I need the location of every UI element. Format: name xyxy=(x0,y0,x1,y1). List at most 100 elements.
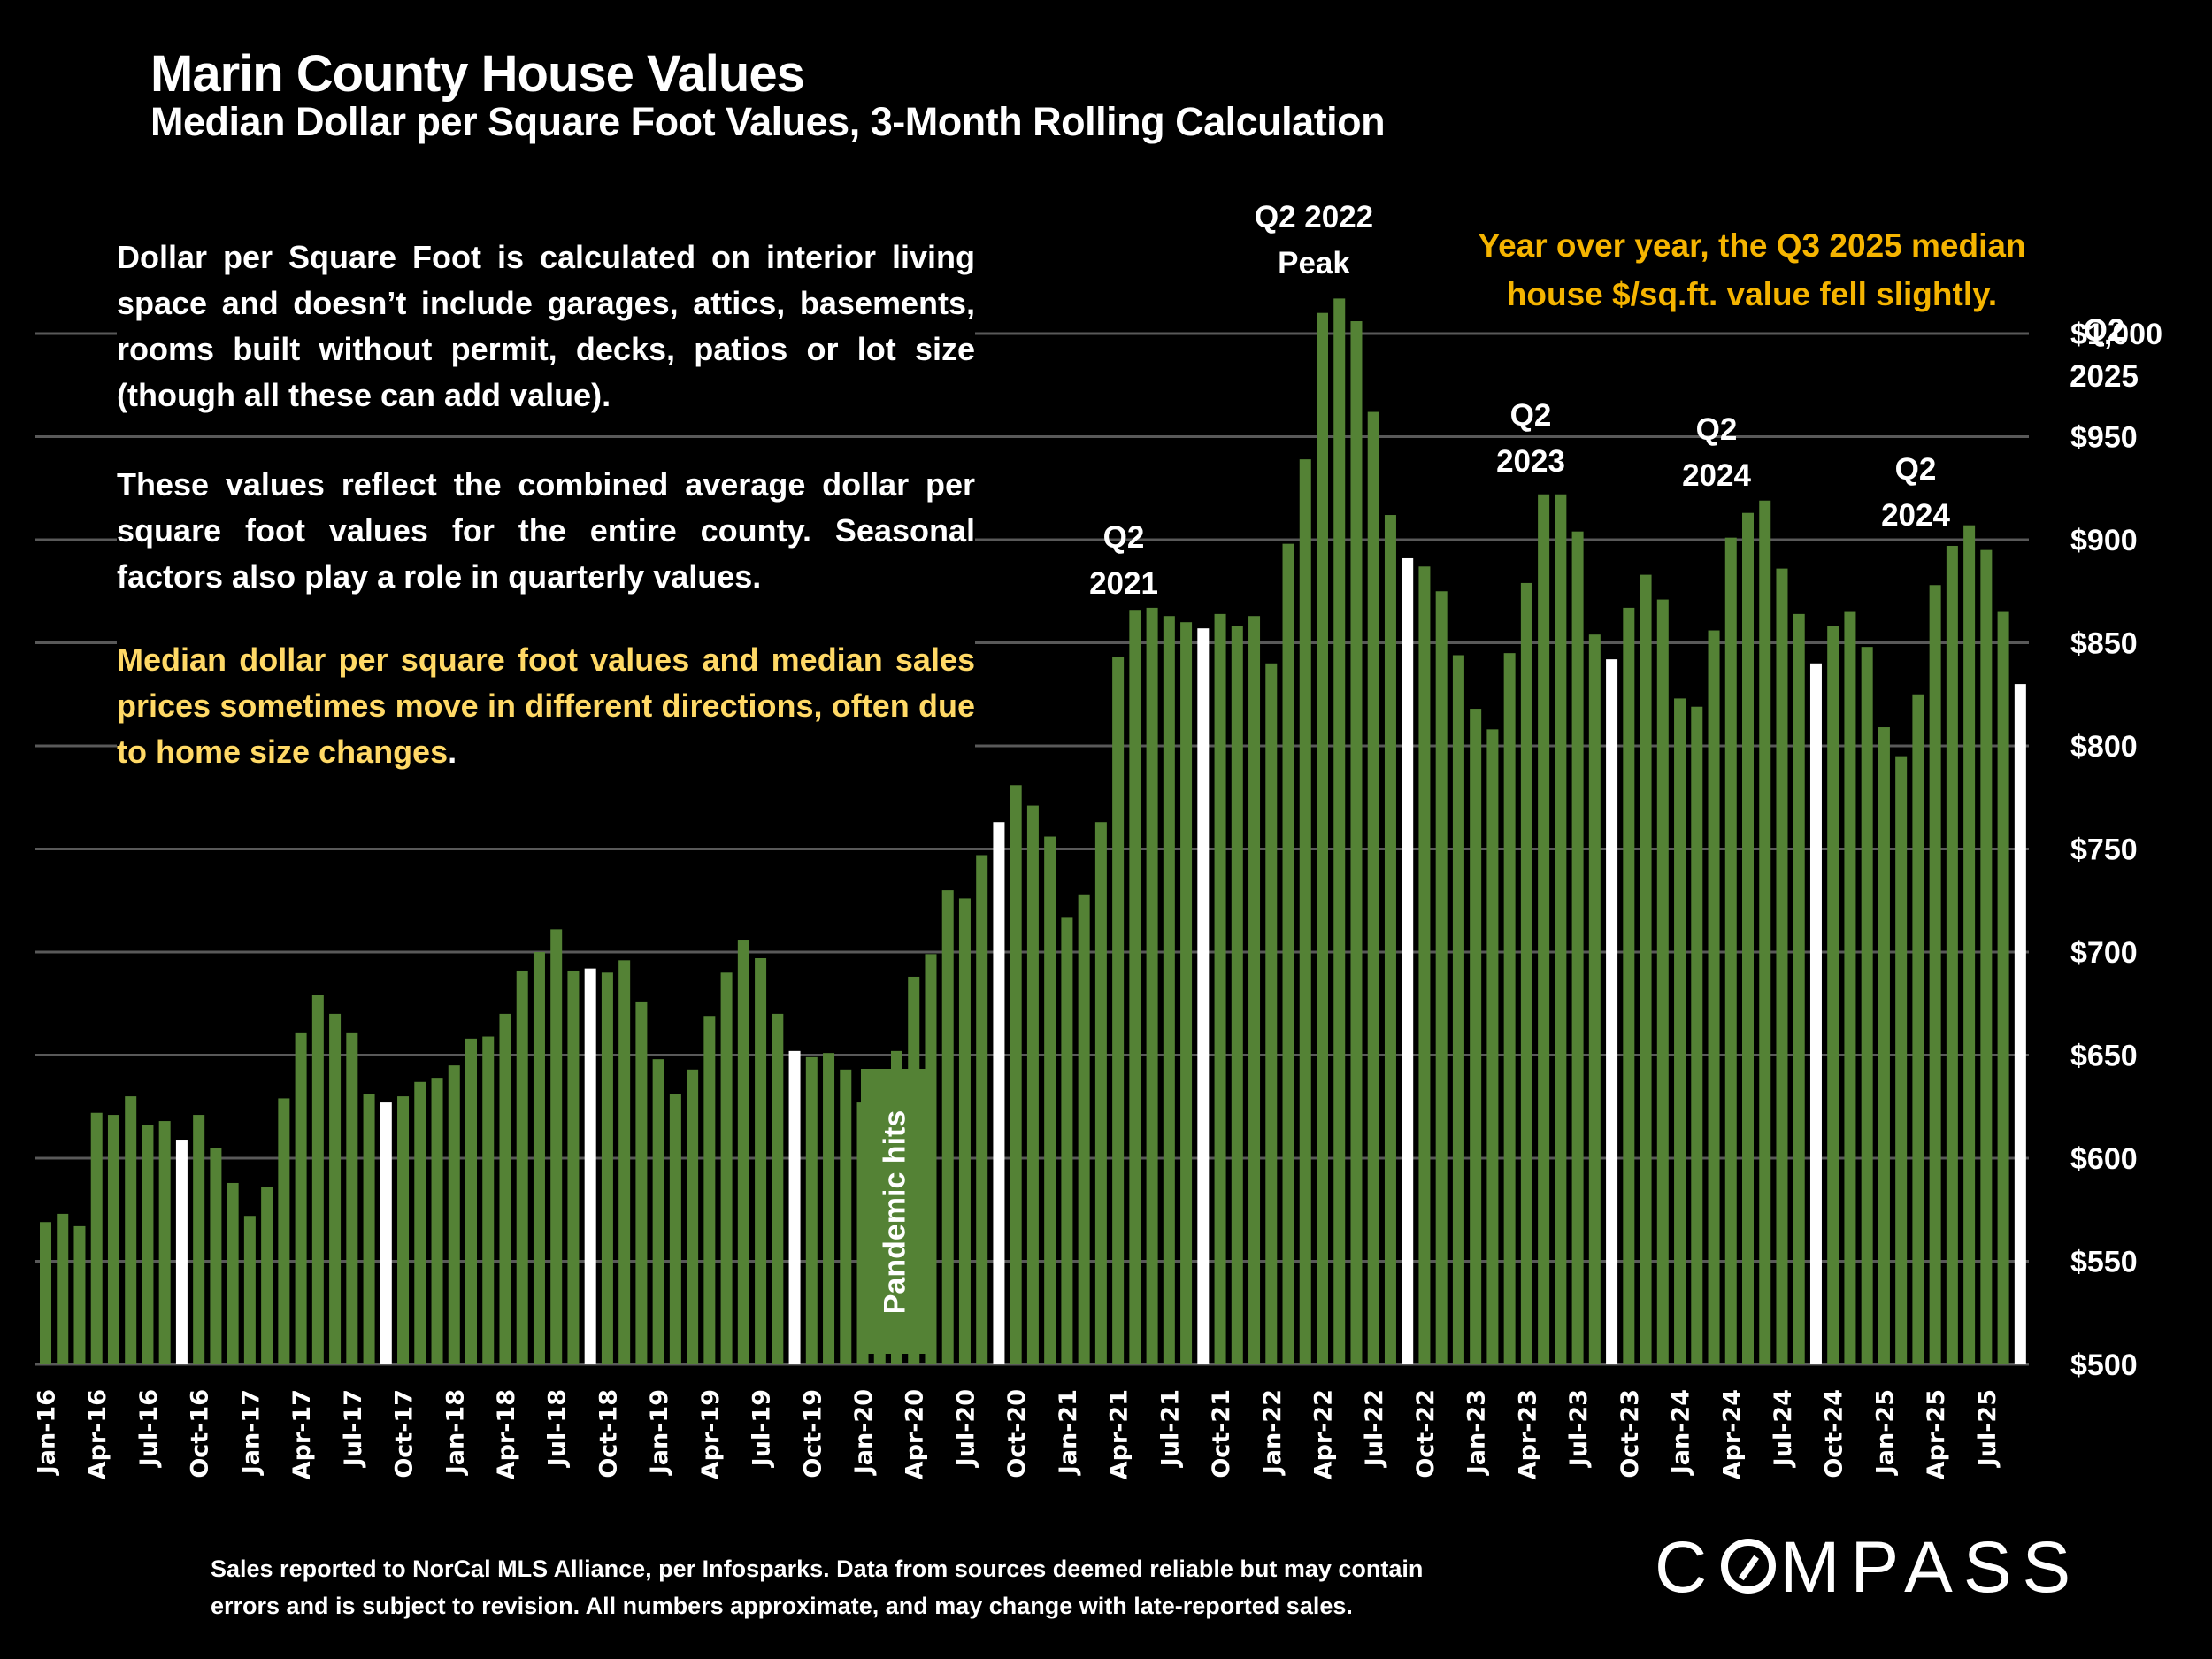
bar xyxy=(1282,543,1294,1364)
bar xyxy=(1503,653,1516,1364)
bar xyxy=(1691,706,1703,1364)
note-highlight: Median dollar per square foot values and… xyxy=(117,637,975,775)
x-tick-label: Jan-21 xyxy=(1055,1389,1082,1476)
bar xyxy=(1470,709,1482,1364)
chart-subtitle: Median Dollar per Square Foot Values, 3-… xyxy=(150,99,1386,144)
bar-highlight xyxy=(2014,684,2026,1364)
x-tick-label: Apr-20 xyxy=(902,1389,929,1479)
x-tick-label: Jul-19 xyxy=(749,1389,776,1468)
x-tick-label: Jul-20 xyxy=(952,1389,979,1468)
x-tick-label: Oct-16 xyxy=(187,1389,214,1479)
bar xyxy=(227,1182,239,1364)
bar xyxy=(1912,694,1924,1364)
bar xyxy=(1231,626,1243,1364)
bars xyxy=(40,298,2026,1365)
y-tick-label: $650 xyxy=(2070,1040,2138,1073)
bar-highlight xyxy=(1197,628,1210,1364)
bar xyxy=(414,1081,426,1364)
bar xyxy=(1776,568,1788,1364)
bar xyxy=(1963,525,1976,1364)
bar xyxy=(1623,607,1635,1364)
logo-text-end: MPASS xyxy=(1779,1527,2082,1608)
bar xyxy=(669,1094,681,1364)
bar xyxy=(1112,657,1125,1364)
annotation-q2-2022-peak: Q2 2022 Peak xyxy=(1230,195,1398,287)
x-tick-label: Jan-16 xyxy=(34,1389,61,1476)
bar xyxy=(193,1115,205,1364)
bar xyxy=(1333,298,1346,1364)
x-tick-label: Apr-18 xyxy=(493,1389,520,1479)
bar xyxy=(1061,917,1073,1364)
x-tick-label: Oct-24 xyxy=(1821,1389,1848,1479)
x-tick-label: Apr-22 xyxy=(1310,1389,1338,1479)
annotation-line: Q2 2022 xyxy=(1254,200,1374,234)
bar-highlight xyxy=(175,1140,188,1364)
bar xyxy=(516,970,528,1364)
y-tick-label: $950 xyxy=(2070,421,2138,455)
y-axis-labels: $500 $550 $600 $650 $700 $750 $800 $850 $900 $950… xyxy=(2070,318,2162,1382)
bar-highlight xyxy=(1402,557,1414,1364)
bar-highlight xyxy=(1606,659,1618,1364)
annotation-q2-2024: Q2 2024 xyxy=(1663,407,1770,499)
bar xyxy=(1317,312,1328,1365)
bar xyxy=(1656,599,1669,1364)
bar xyxy=(465,1038,477,1364)
x-tick-label: Oct-21 xyxy=(1208,1389,1235,1479)
x-tick-label: Oct-19 xyxy=(799,1389,826,1479)
bar xyxy=(737,940,749,1364)
bar xyxy=(805,1056,818,1364)
x-tick-label: Jan-25 xyxy=(1871,1389,1899,1476)
bar xyxy=(158,1121,171,1364)
bar xyxy=(73,1225,86,1364)
annotation-line: Q2 xyxy=(2083,313,2125,348)
bar xyxy=(840,1069,852,1364)
bar xyxy=(823,1053,835,1364)
annotation-line: Q2 xyxy=(1695,412,1738,447)
bar xyxy=(1265,663,1278,1364)
bar xyxy=(1163,616,1175,1364)
bar xyxy=(958,898,971,1364)
y-tick-label: $850 xyxy=(2070,627,2138,661)
bar xyxy=(976,855,988,1364)
bar xyxy=(1435,591,1448,1364)
note-highlight-period: . xyxy=(448,733,457,770)
bar xyxy=(1588,634,1601,1364)
x-tick-label: Jan-20 xyxy=(850,1389,878,1476)
bar xyxy=(1759,500,1771,1364)
bar xyxy=(1129,610,1141,1364)
x-tick-label: Jan-24 xyxy=(1668,1389,1695,1476)
bar xyxy=(687,1069,699,1364)
logo-text-start: C xyxy=(1655,1527,1718,1608)
bar xyxy=(1010,785,1022,1364)
bar xyxy=(1895,756,1908,1364)
annotation-line: 2023 xyxy=(1496,444,1565,479)
bar xyxy=(618,960,631,1364)
compass-logo: C MPASS xyxy=(1655,1526,2081,1609)
bar xyxy=(210,1148,222,1364)
bar-highlight xyxy=(380,1102,392,1364)
bar xyxy=(311,995,324,1364)
bar xyxy=(1980,549,1993,1364)
x-tick-label: Oct-17 xyxy=(391,1389,419,1479)
annotation-q2-2021: Q2 2021 xyxy=(1075,515,1172,607)
footnote-line-1: Sales reported to NorCal MLS Alliance, p… xyxy=(211,1555,1424,1582)
bar xyxy=(1827,626,1839,1364)
bar xyxy=(720,972,733,1364)
y-tick-label: $750 xyxy=(2070,833,2138,867)
bar xyxy=(941,890,954,1364)
x-tick-label: Apr-21 xyxy=(1106,1389,1133,1479)
bar xyxy=(1418,566,1431,1364)
x-tick-label: Apr-25 xyxy=(1923,1389,1950,1479)
bar xyxy=(1571,531,1584,1364)
note-definition: Dollar per Square Foot is calculated on … xyxy=(117,234,975,419)
source-footnote: Sales reported to NorCal MLS Alliance, p… xyxy=(211,1550,1423,1624)
x-tick-label: Jul-21 xyxy=(1156,1389,1184,1468)
x-tick-label: Jul-16 xyxy=(135,1389,163,1468)
chart-title: Marin County House Values xyxy=(150,45,805,103)
bar xyxy=(1538,494,1550,1364)
bar xyxy=(1214,613,1226,1364)
bar xyxy=(1724,537,1737,1364)
y-tick-label: $700 xyxy=(2070,936,2138,970)
x-tick-label: Oct-18 xyxy=(595,1389,622,1479)
